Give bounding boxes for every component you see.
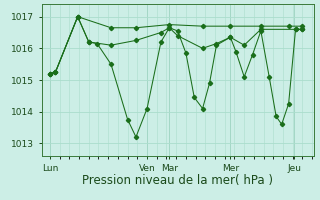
X-axis label: Pression niveau de la mer( hPa ): Pression niveau de la mer( hPa ) — [82, 174, 273, 187]
